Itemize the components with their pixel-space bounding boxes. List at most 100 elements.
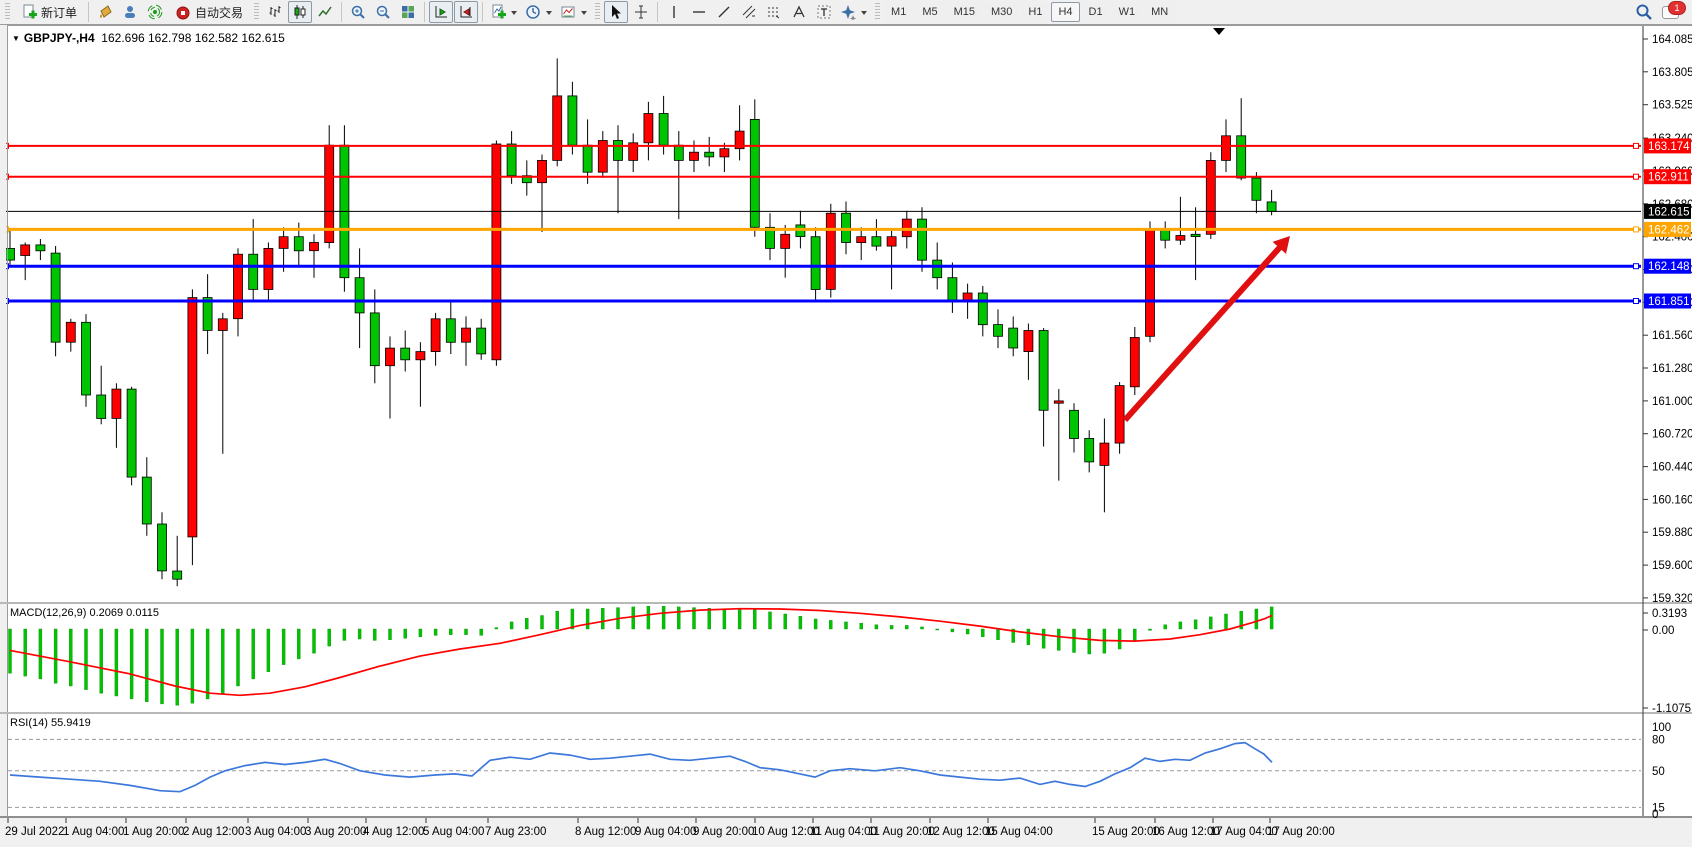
search-button[interactable] [1632,1,1656,23]
horizontal-line-button[interactable] [687,1,711,23]
text-button[interactable] [787,1,811,23]
new-order-button[interactable]: 新订单 [14,1,84,23]
timeframe-mn[interactable]: MN [1144,2,1176,22]
vertical-line-icon [673,6,675,18]
candle [1221,135,1231,161]
macd-histogram-bar [464,628,468,635]
macd-histogram-bar [737,608,742,630]
text-label-button[interactable] [812,1,836,23]
zoom-out-button[interactable] [371,1,395,23]
search-icon [1636,4,1652,20]
timeframe-m1[interactable]: M1 [884,2,914,22]
svg-text:161.851: 161.851 [1648,296,1690,308]
time-axis-label: 2 Aug 12:00 [183,826,244,838]
timeframe-m15[interactable]: M15 [946,2,982,22]
timeframe-h4[interactable]: H4 [1051,2,1080,22]
time-axis-label: 17 Aug 04:00 [1210,826,1278,838]
candle [141,476,152,525]
price-axis-label: 159.600 [1652,560,1692,572]
notification-badge: 1 [1668,1,1686,15]
timeframe-m5[interactable]: M5 [915,2,945,22]
candle [506,143,517,177]
macd-histogram-bar [798,616,803,630]
timeframe-m30[interactable]: M30 [984,2,1020,22]
pane-divider[interactable] [0,602,1692,604]
expand-triangle-icon[interactable]: ▼ [12,34,20,43]
candle [932,259,943,279]
price-axis-label: 160.440 [1652,462,1692,474]
cursor-button[interactable] [604,1,629,23]
signals-button[interactable] [143,1,167,23]
macd-histogram-bar [1209,616,1213,630]
candlestick-chart-button[interactable] [288,1,313,23]
styler-button[interactable] [93,1,117,23]
trend-arrow[interactable] [1122,244,1283,423]
macd-histogram-bar [418,628,423,638]
timeframe-h1[interactable]: H1 [1021,2,1050,22]
chart-shift-button[interactable] [454,1,479,23]
line-chart-button[interactable] [313,1,337,23]
candle [187,297,198,538]
candle [1008,327,1019,349]
toolbar-drag-handle[interactable] [254,3,260,21]
candle [1251,177,1262,201]
periods-button[interactable] [522,1,556,23]
line-anchor[interactable] [1633,263,1639,270]
chart-shift-icon [460,6,473,18]
separator [657,2,659,22]
vertical-line-button[interactable] [662,1,686,23]
axis-divider [0,816,1692,818]
candle [111,388,122,419]
timeframe-w1[interactable]: W1 [1111,2,1143,22]
macd-histogram-bar [859,623,863,630]
indicators-button[interactable] [487,1,521,23]
bar-chart-button[interactable] [263,1,287,23]
macd-histogram-bar [570,608,575,630]
current-price-tag: 162.615 [1644,203,1691,219]
plot-area[interactable] [4,28,1644,808]
macd-histogram-bar [1224,613,1228,630]
toolbar-drag-handle[interactable] [875,3,881,21]
line-anchor[interactable] [1633,173,1639,180]
auto-scroll-button[interactable] [429,1,454,23]
community-button[interactable] [118,1,142,23]
candle [582,144,593,173]
candle [415,351,426,361]
time-axis-label: 11 Aug 20:00 [868,826,935,838]
separator [482,2,484,22]
fibonacci-button[interactable] [762,1,786,23]
pane-divider[interactable] [0,712,1692,714]
line-anchor[interactable] [1633,298,1639,304]
candle [6,247,15,261]
svg-text:162.148: 162.148 [1648,261,1690,273]
zoom-in-button[interactable] [346,1,370,23]
macd-histogram-bar [965,628,970,635]
line-anchor[interactable] [1633,226,1639,233]
toolbar-drag-handle[interactable] [5,3,10,21]
trendline-icon [718,6,730,18]
trendline-button[interactable] [712,1,736,23]
macd-histogram-bar [494,627,499,630]
notifications-button[interactable]: 1 [1662,1,1686,20]
line-anchor[interactable] [1633,142,1639,149]
toolbar-drag-handle[interactable] [595,3,601,21]
auto-trading-button[interactable]: 自动交易 [168,1,250,23]
candle [567,95,578,146]
candle [293,236,304,252]
shift-marker-icon[interactable] [1213,28,1225,35]
crosshair-button[interactable] [629,1,653,23]
rsi-axis-label: 80 [1652,734,1665,746]
tile-windows-button[interactable] [396,1,420,23]
candle [81,321,91,396]
macd-histogram-bar [540,615,544,630]
templates-button[interactable] [557,1,591,23]
timeframe-d1[interactable]: D1 [1081,2,1110,22]
macd-histogram-bar [905,625,909,630]
chart-title: ▼ GBPJPY-,H4 162.696 162.798 162.582 162.… [12,31,285,45]
macd-histogram-bar [1163,624,1167,630]
price-axis-label: 161.560 [1652,330,1692,342]
arrows-button[interactable] [837,1,871,23]
equidistant-channel-button[interactable] [737,1,761,23]
macd-histogram-bar [1254,608,1259,630]
